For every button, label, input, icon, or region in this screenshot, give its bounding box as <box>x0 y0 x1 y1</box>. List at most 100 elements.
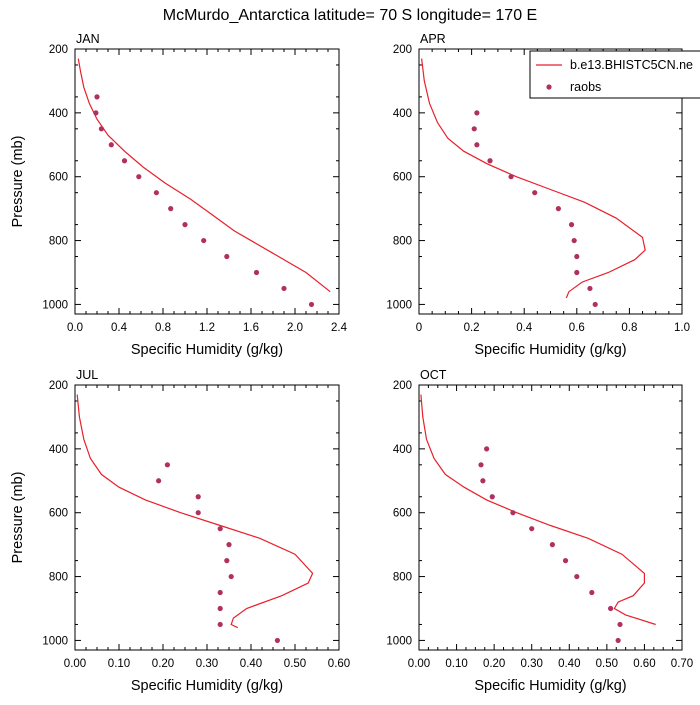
panel-oct: 0.00 0.10 0.20 0.30 0.40 0.50 0.60 0.70 200 400 60… <box>386 368 693 694</box>
x-tick-label-apr: 1.0 <box>674 322 690 334</box>
x-tick-label-apr: 0.6 <box>569 322 585 334</box>
x-tick-label-apr: 0.2 <box>464 322 480 334</box>
x-tick-label-oct: 0.70 <box>671 658 693 670</box>
obs-point-jul <box>217 621 223 628</box>
y-tick-label-jan: 600 <box>49 172 68 184</box>
x-tick-label-apr: 0.8 <box>621 322 637 334</box>
obs-point-jan <box>93 110 99 116</box>
obs-point-apr <box>574 269 580 276</box>
x-tick-label-jan: 1.6 <box>243 322 259 334</box>
x-tick-label-oct: 0.30 <box>521 658 543 670</box>
obs-point-apr <box>508 174 514 180</box>
y-tick-label-apr: 800 <box>393 236 412 248</box>
obs-point-apr <box>532 190 538 196</box>
y-tick-label-oct: 1000 <box>386 635 412 647</box>
obs-point-jul <box>156 478 162 484</box>
obs-point-apr <box>587 285 593 292</box>
y-tick-label-jul: 600 <box>49 508 68 520</box>
y-tick-label-oct: 800 <box>393 572 412 584</box>
x-tick-label-jul: 0.10 <box>108 658 130 670</box>
y-tick-label-jan: 800 <box>49 236 68 248</box>
y-tick-label-jul: 800 <box>49 572 68 584</box>
obs-point-oct <box>510 510 516 516</box>
y-tick-label-jul: 400 <box>49 444 68 456</box>
y-tick-label-jul: 1000 <box>42 635 68 647</box>
x-axis-label-apr: Specific Humidity (g/kg) <box>474 342 626 358</box>
y-tick-label-jan: 1000 <box>42 299 68 311</box>
panel-title-jul: JUL <box>76 368 98 382</box>
legend-box <box>529 50 700 99</box>
x-tick-label-jul: 0.20 <box>152 658 174 670</box>
obs-point-oct <box>574 573 580 580</box>
x-tick-label-jul: 0.50 <box>284 658 306 670</box>
x-tick-label-oct: 0.20 <box>483 658 505 670</box>
model-line-apr <box>421 58 646 299</box>
x-tick-label-oct: 0.60 <box>633 658 655 670</box>
panel-jul: 0.00 0.10 0.20 0.30 0.40 0.50 0.60 200 400 600 800… <box>10 368 350 694</box>
obs-point-oct <box>617 621 623 628</box>
obs-point-oct <box>480 478 486 484</box>
x-tick-label-oct: 0.50 <box>596 658 618 670</box>
obs-point-apr <box>471 126 477 132</box>
obs-point-apr <box>474 142 480 148</box>
obs-point-jan <box>121 158 128 164</box>
obs-point-apr <box>487 158 493 164</box>
data-layer-apr <box>421 58 646 308</box>
obs-point-oct <box>489 494 495 500</box>
legend: b.e13.BHISTC5CN.ne raobs <box>529 50 700 99</box>
obs-point-apr <box>474 110 480 116</box>
x-axis-label-jan: Specific Humidity (g/kg) <box>131 342 283 358</box>
plot-frame-jan <box>74 48 340 315</box>
obs-point-jan <box>253 269 260 276</box>
panel-apr: 0 0.2 0.4 0.6 0.8 1.0 200 400 600 800 1000 APR Speci… <box>386 32 690 358</box>
obs-point-jan <box>308 301 315 308</box>
x-tick-label-oct: 0.40 <box>558 658 580 670</box>
obs-point-jan <box>94 94 100 100</box>
y-tick-label-jan: 200 <box>49 44 68 56</box>
y-axis-label-jul: Pressure (mb) <box>10 472 26 564</box>
obs-point-apr <box>571 237 577 244</box>
obs-point-jul <box>195 510 201 516</box>
obs-point-apr <box>568 222 575 228</box>
obs-point-jan <box>168 206 174 212</box>
panel-jan: 0.0 0.4 0.8 1.2 1.6 2.0 2.4 200 400 600 800 1000 JAN… <box>10 32 348 358</box>
obs-point-jul <box>217 526 223 532</box>
obs-point-jul <box>224 558 230 564</box>
data-layer-jul <box>76 394 314 644</box>
x-tick-label-apr: 0.4 <box>516 322 533 334</box>
x-tick-label-jul: 0.40 <box>240 658 262 670</box>
y-tick-label-apr: 400 <box>393 108 412 120</box>
y-axis-label-jan: Pressure (mb) <box>10 136 26 228</box>
obs-point-jan <box>182 222 188 228</box>
panel-title-apr: APR <box>420 32 446 46</box>
x-tick-label-jul: 0.30 <box>196 658 218 670</box>
x-tick-label-jan: 2.4 <box>331 322 348 334</box>
x-tick-label-jul: 0.60 <box>328 658 350 670</box>
x-tick-label-jan: 0.8 <box>155 322 171 334</box>
y-tick-label-jul: 200 <box>49 380 68 392</box>
obs-point-oct <box>478 462 484 468</box>
obs-point-apr <box>555 206 561 212</box>
obs-point-jan <box>98 126 104 132</box>
obs-point-jan <box>153 190 159 196</box>
obs-point-jan <box>224 253 230 260</box>
obs-point-oct <box>589 589 595 596</box>
model-line-jul <box>76 394 314 629</box>
obs-point-oct <box>529 526 535 532</box>
x-tick-label-jan: 2.0 <box>287 322 303 334</box>
panel-title-jan: JAN <box>76 32 100 46</box>
y-tick-label-jan: 400 <box>49 108 68 120</box>
y-tick-label-apr: 600 <box>393 172 412 184</box>
obs-point-jan <box>201 237 207 244</box>
obs-point-jul <box>195 494 201 500</box>
data-layer-jan <box>77 58 331 308</box>
data-layer-oct <box>420 394 656 644</box>
panel-title-oct: OCT <box>420 368 447 382</box>
x-tick-label-jan: 0.4 <box>111 322 128 334</box>
obs-point-apr <box>592 301 598 308</box>
y-tick-label-apr: 1000 <box>386 299 412 311</box>
y-tick-label-apr: 200 <box>393 44 412 56</box>
obs-point-jan <box>108 142 114 148</box>
obs-point-jul <box>217 589 223 596</box>
